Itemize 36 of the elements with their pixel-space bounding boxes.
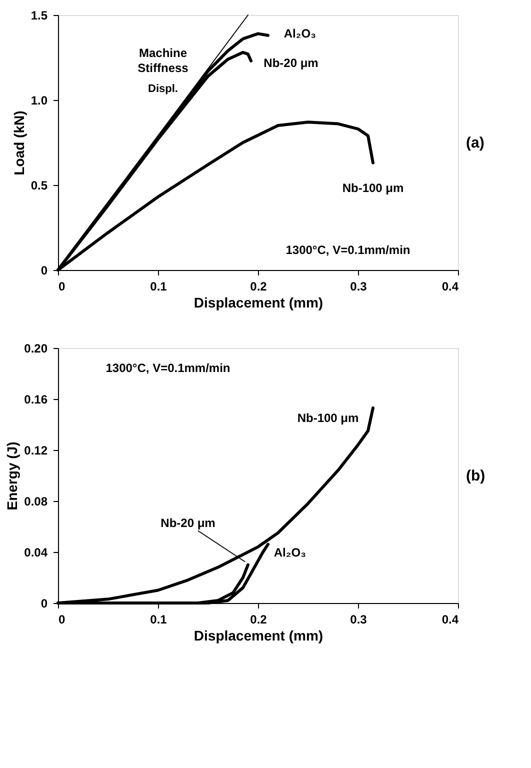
x-tick-label: 0 <box>58 280 66 294</box>
series-label: Nb-20 μm <box>264 56 318 70</box>
annotation: 1300°C, V=0.1mm/min <box>286 243 410 257</box>
y-tick-label: 0.04 <box>24 546 48 560</box>
x-tick-label: 0.1 <box>150 612 168 626</box>
x-tick-label: 0 <box>58 612 66 626</box>
text: Nb-20 μm <box>160 516 216 530</box>
x-tick-label: 0.4 <box>442 612 459 626</box>
annotation: 1300°C, V=0.1mm/min <box>106 361 230 375</box>
y-tick-label: 0.12 <box>24 444 48 458</box>
y-axis-title: Load (kN) <box>10 110 27 176</box>
x-tick-label: 0.3 <box>350 280 368 294</box>
x-tick-label: 0.2 <box>250 612 268 626</box>
y-tick-label: 0.08 <box>24 494 48 508</box>
y-tick-label: 0 <box>40 264 48 278</box>
y-axis-title: Energy (J) <box>4 442 20 510</box>
text: (a) <box>466 134 484 152</box>
x-axis-title: Displacement (mm) <box>194 294 324 310</box>
series-label: Al₂O₃ <box>274 545 306 560</box>
y-tick-label: 0.20 <box>24 342 48 356</box>
series-label: Machine Stiffness <box>138 46 189 75</box>
series-label: Al₂O₃ <box>284 26 316 40</box>
x-tick-label: 0.1 <box>150 280 168 294</box>
x-tick-label: 0.4 <box>442 280 459 294</box>
y-tick-label: 0.16 <box>24 392 48 406</box>
y-tick-label: 1.0 <box>30 94 48 108</box>
y-tick-label: 1.5 <box>30 8 48 22</box>
text: Nb-100 μm <box>342 180 404 195</box>
text: (b) <box>466 468 486 484</box>
y-tick-label: 0 <box>40 596 48 610</box>
annotation: Displ. <box>148 83 178 95</box>
x-axis-title: Displacement (mm) <box>194 628 324 644</box>
x-tick-label: 0.2 <box>250 280 268 294</box>
y-tick-label: 0.5 <box>30 178 48 192</box>
x-tick-label: 0.3 <box>350 612 368 626</box>
series-label: Nb-100 μm <box>297 410 359 425</box>
